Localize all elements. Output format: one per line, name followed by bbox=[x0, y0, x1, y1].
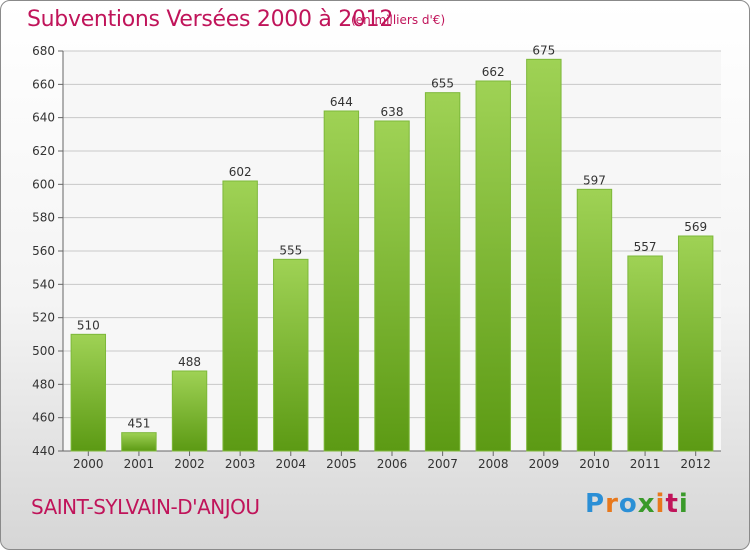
data-label: 662 bbox=[482, 65, 505, 79]
data-label: 451 bbox=[127, 417, 150, 431]
x-tick-label: 2007 bbox=[427, 457, 458, 471]
logo-letter: o bbox=[618, 489, 638, 519]
y-tick-label: 560 bbox=[32, 244, 55, 258]
y-tick-label: 620 bbox=[32, 144, 55, 158]
x-tick-label: 2011 bbox=[630, 457, 661, 471]
y-tick-label: 480 bbox=[32, 377, 55, 391]
bar-layer bbox=[70, 58, 714, 452]
bar-2007 bbox=[424, 92, 461, 452]
x-tick-label: 2000 bbox=[73, 457, 104, 471]
x-tick-label: 2008 bbox=[478, 457, 509, 471]
bar-2001 bbox=[121, 432, 157, 452]
x-tick-label: 2002 bbox=[174, 457, 205, 471]
logo-letter: P bbox=[585, 489, 606, 519]
x-tick-label: 2001 bbox=[124, 457, 155, 471]
y-tick-label: 540 bbox=[32, 277, 55, 291]
y-tick-label: 440 bbox=[32, 444, 55, 458]
y-tick-label: 580 bbox=[32, 211, 55, 225]
y-tick-label: 640 bbox=[32, 111, 55, 125]
data-label: 557 bbox=[634, 240, 657, 254]
y-tick-label: 660 bbox=[32, 77, 55, 91]
bar-2010 bbox=[576, 188, 613, 452]
place-name: SAINT-SYLVAIN-D'ANJOU bbox=[31, 495, 260, 519]
logo-letter: t bbox=[665, 489, 679, 519]
y-tick-label: 500 bbox=[32, 344, 55, 358]
data-label: 675 bbox=[532, 43, 555, 57]
bar-2009 bbox=[526, 58, 562, 452]
data-label: 638 bbox=[381, 105, 404, 119]
bar-2002 bbox=[171, 370, 208, 452]
logo-letter: x bbox=[637, 489, 656, 519]
bar-2011 bbox=[627, 255, 663, 452]
x-tick-label: 2004 bbox=[275, 457, 306, 471]
y-tick-label: 460 bbox=[32, 411, 55, 425]
bar-2000 bbox=[70, 333, 107, 452]
x-tick-label: 2009 bbox=[529, 457, 560, 471]
x-tick-label: 2003 bbox=[225, 457, 256, 471]
data-label: 597 bbox=[583, 173, 606, 187]
logo-letter: i bbox=[678, 489, 689, 519]
data-label: 555 bbox=[279, 243, 302, 257]
x-tick-label: 2005 bbox=[326, 457, 357, 471]
bar-2008 bbox=[475, 80, 511, 452]
data-label: 488 bbox=[178, 355, 201, 369]
chart-subtitle: (en milliers d'€) bbox=[351, 13, 446, 27]
x-tick-label: 2012 bbox=[680, 457, 711, 471]
logo-letter: i bbox=[655, 489, 666, 519]
logo-letter: r bbox=[605, 489, 619, 519]
data-label: 569 bbox=[684, 220, 707, 234]
y-tick-label: 520 bbox=[32, 311, 55, 325]
data-label: 655 bbox=[431, 77, 454, 91]
x-tick-label: 2010 bbox=[579, 457, 610, 471]
bar-2012 bbox=[677, 235, 714, 452]
bar-2006 bbox=[374, 120, 410, 452]
bar-2003 bbox=[222, 180, 258, 452]
chart-title: Subventions Versées 2000 à 2012 bbox=[27, 7, 394, 32]
bar-2005 bbox=[323, 110, 360, 452]
label-layer: 440 460 480 500 520 540 560 580 600 620 640 660 680 5… bbox=[32, 43, 711, 471]
y-tick-label: 680 bbox=[32, 44, 55, 58]
bar-2004 bbox=[273, 258, 309, 452]
data-label: 510 bbox=[77, 318, 100, 332]
data-label: 602 bbox=[229, 165, 252, 179]
data-label: 644 bbox=[330, 95, 353, 109]
x-tick-label: 2006 bbox=[377, 457, 408, 471]
proxiti-logo: Proxiti bbox=[585, 489, 689, 519]
y-tick-label: 600 bbox=[32, 177, 55, 191]
